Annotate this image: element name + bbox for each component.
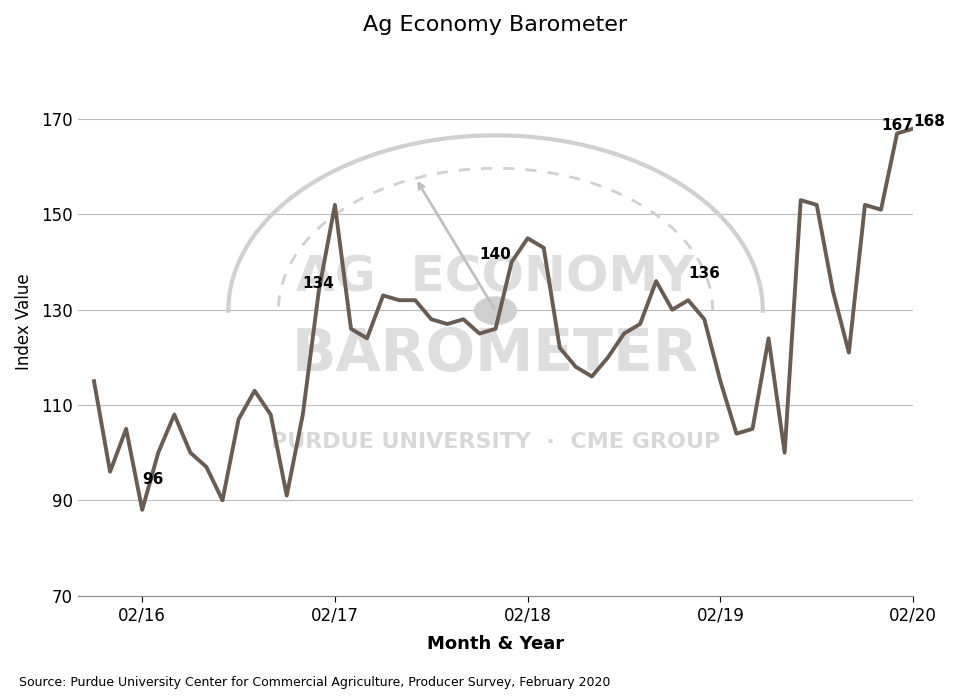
Text: 167: 167 <box>881 118 913 134</box>
Text: 96: 96 <box>142 472 163 487</box>
Circle shape <box>474 297 516 324</box>
Text: BAROMETER: BAROMETER <box>292 326 699 383</box>
X-axis label: Month & Year: Month & Year <box>427 635 564 653</box>
Text: 134: 134 <box>302 276 334 291</box>
Text: 168: 168 <box>913 113 945 129</box>
Text: Source: Purdue University Center for Commercial Agriculture, Producer Survey, Fe: Source: Purdue University Center for Com… <box>19 676 611 689</box>
Text: PURDUE UNIVERSITY  ·  CME GROUP: PURDUE UNIVERSITY · CME GROUP <box>271 432 720 452</box>
Text: 136: 136 <box>688 266 720 281</box>
Y-axis label: Index Value: Index Value <box>15 274 33 370</box>
Text: 140: 140 <box>480 247 512 262</box>
Text: AG  ECONOMY: AG ECONOMY <box>297 254 695 302</box>
Title: Ag Economy Barometer: Ag Economy Barometer <box>364 15 628 35</box>
